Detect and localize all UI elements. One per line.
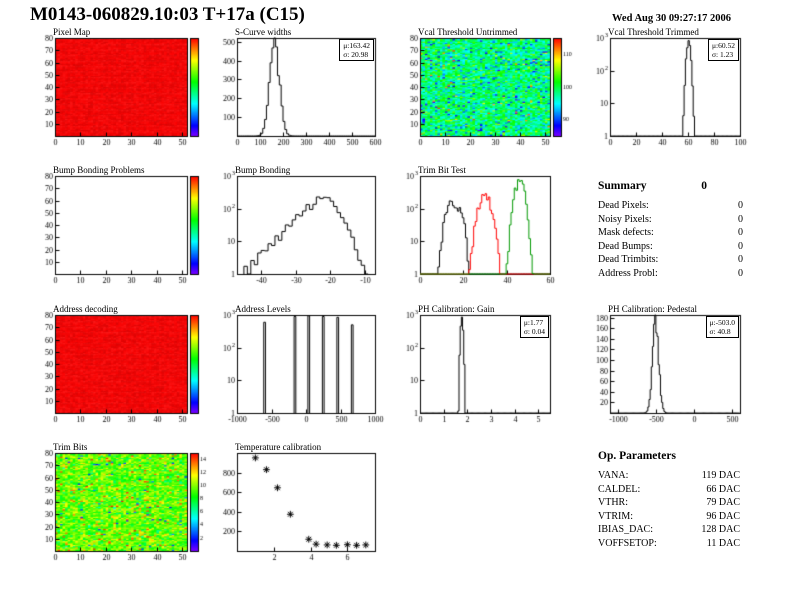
plot-trim-bits: Trim Bits [23,442,217,567]
plot-vcal-threshold-trimmed: Vcal Threshold Trimmed μ:60.52 σ: 1.23 [578,27,770,152]
plot-scurve-widths: S-Curve widths μ:163.42 σ: 20.98 [205,27,405,152]
timestamp: Wed Aug 30 09:27:17 2006 [612,13,732,24]
stat-sigma: σ: 1.23 [712,50,734,59]
summary-row-dead-trimbits: Dead Trimbits: 0 [598,253,743,267]
plot-title-address-decoding: Address decoding [53,304,118,314]
op-value: 119 DAC [701,470,740,481]
summary-title: Summary [598,180,647,192]
op-row-vana: VANA: 119 DAC [598,469,740,483]
bump-bonding-canvas [205,166,405,290]
summary-total: 0 [701,180,707,192]
summary-row-noisy-pixels: Noisy Pixels: 0 [598,213,743,227]
stat-sigma: σ: 20.98 [343,50,369,59]
summary-value: 0 [738,227,743,238]
temp-cal-canvas [205,443,405,567]
summary-row-mask-defects: Mask defects: 0 [598,226,743,240]
stats-box-ph-gain: μ:1.77 σ: 0.04 [519,316,549,338]
summary-value: 0 [738,240,743,252]
stat-sigma: σ: 40.8 [709,327,731,336]
op-label: VOFFSETOP: [598,537,657,549]
op-label: VTRIM: [598,510,633,522]
vcal-untrimmed-canvas [388,28,580,152]
summary-label: Noisy Pixels: [598,213,652,225]
op-value: 128 DAC [701,524,740,535]
op-row-ibias-dac: IBIAS_DAC: 128 DAC [598,523,740,537]
op-value: 11 DAC [706,537,740,549]
op-label: IBIAS_DAC: [598,524,654,535]
summary-panel: Summary 0 Dead Pixels: 0 Noisy Pixels: 0 M… [598,180,743,280]
plot-title-vcal-trimmed: Vcal Threshold Trimmed [608,27,699,37]
summary-value: 0 [738,254,743,265]
op-parameters-title: Op. Parameters [598,450,676,462]
summary-label: Address Probl: [598,267,658,279]
op-row-caldel: CALDEL: 66 DAC [598,483,740,497]
plot-title-temp-cal: Temperature calibration [235,442,322,452]
stats-box-scurve: μ:163.42 σ: 20.98 [339,39,374,61]
op-label: CALDEL: [598,483,641,495]
trim-bits-canvas [23,443,217,567]
plot-title-bump-bonding: Bump Bonding [235,165,291,175]
op-value: 96 DAC [706,510,740,522]
plot-vcal-threshold-untrimmed: Vcal Threshold Untrimmed [388,27,580,152]
op-value: 79 DAC [706,497,740,508]
op-row-vthr: VTHR: 79 DAC [598,496,740,510]
op-row-voffsetop: VOFFSETOP: 11 DAC [598,537,740,551]
address-levels-canvas [205,305,405,429]
plot-bump-bonding: Bump Bonding [205,165,405,290]
plot-title-ph-pedestal: PH Calibration: Pedestal [608,304,697,314]
vcal-trimmed-canvas [578,28,770,152]
plot-title-pixel-map: Pixel Map [53,27,91,37]
plot-title-scurve-widths: S-Curve widths [235,27,292,37]
summary-row-dead-bumps: Dead Bumps: 0 [598,240,743,254]
stats-box-ph-pedestal: μ:-503.0 σ: 40.8 [705,316,739,338]
summary-label: Mask defects: [598,227,654,238]
op-row-vtrim: VTRIM: 96 DAC [598,510,740,524]
stat-mu: μ:60.52 [712,41,735,50]
summary-value: 0 [738,267,743,279]
ph-gain-canvas [388,305,580,429]
stats-box-vcal-trimmed: μ:60.52 σ: 1.23 [708,39,739,61]
bb-problems-canvas [23,166,217,290]
plot-pixel-map: Pixel Map [23,27,217,152]
plot-title-address-levels: Address Levels [235,304,291,314]
plot-title-trimbit-test: Trim Bit Test [418,165,466,175]
stat-mu: μ:-503.0 [709,318,735,327]
summary-label: Dead Trimbits: [598,254,659,265]
stat-mu: μ:1.77 [523,318,544,327]
op-value: 66 DAC [706,483,740,495]
address-decoding-canvas [23,305,217,429]
ph-pedestal-canvas [578,305,770,429]
op-label: VTHR: [598,497,628,508]
plot-address-decoding: Address decoding [23,304,217,429]
plot-title-ph-gain: PH Calibration: Gain [418,304,495,314]
summary-label: Dead Pixels: [598,200,649,211]
plot-title-trim-bits: Trim Bits [53,442,88,452]
summary-row-dead-pixels: Dead Pixels: 0 [598,199,743,213]
op-label: VANA: [598,470,629,481]
plot-trim-bit-test: Trim Bit Test [388,165,580,290]
plot-address-levels: Address Levels [205,304,405,429]
scurve-widths-canvas [205,28,405,152]
plot-ph-calibration-pedestal: PH Calibration: Pedestal μ:-503.0 σ: 40.… [578,304,770,429]
plot-ph-calibration-gain: PH Calibration: Gain μ:1.77 σ: 0.04 [388,304,580,429]
op-parameters-panel: Op. Parameters VANA: 119 DAC CALDEL: 66 DA… [598,450,740,550]
stat-mu: μ:163.42 [343,41,370,50]
stat-sigma: σ: 0.04 [523,327,545,336]
pixel-map-canvas [23,28,217,152]
summary-value: 0 [738,200,743,211]
plot-title-bb-problems: Bump Bonding Problems [53,165,145,175]
plot-title-vcal-untrimmed: Vcal Threshold Untrimmed [418,27,518,37]
plot-bump-bonding-problems: Bump Bonding Problems [23,165,217,290]
summary-value: 0 [738,213,743,225]
summary-row-address-probl: Address Probl: 0 [598,267,743,281]
trimbit-test-canvas [388,166,580,290]
page-title: M0143-060829.10:03 T+17a (C15) [30,4,305,25]
plot-temperature-calibration: Temperature calibration [205,442,405,567]
summary-label: Dead Bumps: [598,240,653,252]
